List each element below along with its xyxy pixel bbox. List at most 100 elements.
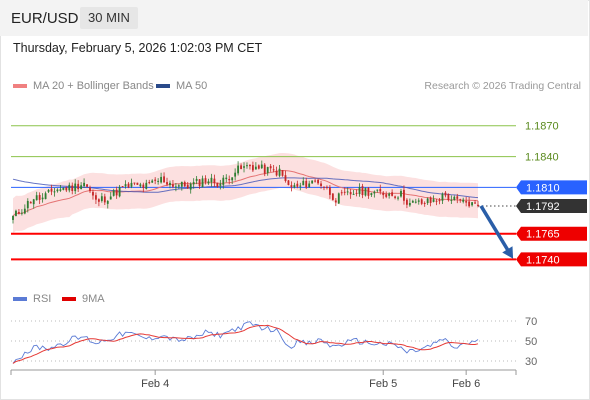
candle-body [77, 183, 80, 190]
candle [71, 182, 74, 195]
candle-body [216, 182, 219, 187]
candle [281, 170, 284, 177]
candle [228, 175, 231, 185]
candle [444, 191, 447, 198]
candle-body [417, 200, 420, 202]
candle-body [474, 202, 476, 204]
pivot-label-tag [516, 180, 587, 195]
candle [172, 179, 174, 189]
candle [47, 189, 50, 193]
candle-body [358, 187, 361, 195]
pivot-label: 1.1810 [516, 180, 587, 195]
candle [53, 187, 56, 197]
candle-body [287, 180, 290, 185]
candle-body [145, 182, 148, 189]
candle [450, 195, 453, 204]
x-axis: Feb 4 Feb 5 Feb 6 [10, 369, 517, 390]
rsi-ma-swatch [62, 297, 76, 302]
candle [219, 179, 222, 190]
candle [254, 162, 257, 170]
candle [12, 215, 14, 224]
candle-body [163, 176, 165, 183]
candle [278, 165, 281, 178]
support-1-label: 1.1765 [516, 226, 587, 241]
candle-body [343, 191, 346, 193]
candle [441, 192, 444, 204]
candle-body [382, 192, 385, 196]
bollinger-band-area [13, 153, 478, 234]
candle-body [305, 180, 308, 188]
candle [160, 172, 163, 184]
candle-body [204, 178, 207, 183]
candle-body [225, 177, 228, 180]
candle-body [44, 193, 47, 200]
candle [95, 192, 97, 204]
candle [468, 196, 471, 208]
candle-body [432, 199, 435, 202]
candle [391, 189, 394, 197]
candle-body [394, 196, 396, 198]
candle [352, 189, 355, 195]
candle-body [331, 193, 334, 200]
candle [59, 184, 62, 192]
candle-body [83, 182, 86, 187]
current-price-label-tag [516, 198, 587, 213]
candle [370, 192, 373, 197]
candle-body [240, 165, 242, 170]
candle-body [118, 186, 121, 197]
candle [139, 182, 142, 188]
candle [186, 181, 189, 189]
candle [331, 193, 334, 201]
x-tick-label: Feb 4 [141, 378, 169, 390]
candle-body [278, 168, 281, 176]
candle [163, 172, 165, 183]
candle [136, 182, 139, 185]
candle [397, 196, 399, 201]
candle-body [251, 165, 254, 171]
ma50-line [12, 177, 479, 199]
candle [210, 173, 213, 187]
candle [74, 179, 77, 195]
candle-body [97, 199, 100, 202]
candle [438, 197, 441, 205]
candle [201, 175, 204, 188]
candle-body [323, 186, 325, 188]
candle [296, 180, 299, 189]
candle [326, 185, 328, 190]
candle [474, 199, 476, 205]
candle-body [41, 197, 44, 200]
candle [328, 184, 331, 199]
candle [417, 198, 420, 205]
timeframe-badge[interactable]: 30 MIN [80, 7, 138, 29]
current-price-label-text: 1.1792 [526, 201, 560, 213]
candle [266, 166, 269, 176]
ma20-legend-label: MA 20 + Bollinger Bands [33, 80, 154, 92]
candle-body [337, 193, 340, 204]
candle-body [420, 199, 423, 204]
ma50-legend-label: MA 50 [176, 80, 208, 92]
candle [234, 168, 237, 181]
candle-body [328, 187, 331, 195]
candle [180, 181, 183, 191]
forecast-shaft [479, 205, 513, 257]
candle-body [89, 187, 91, 192]
candle-body [237, 165, 240, 174]
candle [272, 164, 275, 173]
candle [177, 183, 180, 189]
candle [68, 182, 71, 193]
candle [456, 193, 459, 204]
candle [251, 161, 254, 172]
candle [83, 178, 86, 188]
candle-body [71, 185, 74, 191]
candle [323, 186, 325, 191]
candle [426, 197, 429, 205]
candle-body [361, 186, 364, 196]
candle-body [364, 188, 367, 196]
candle-body [124, 184, 127, 187]
resistance-2-label: 1.1870 [525, 121, 559, 133]
candle-body [456, 196, 459, 199]
candle [405, 198, 408, 209]
candle-body [20, 212, 23, 214]
candle-body [302, 180, 305, 186]
